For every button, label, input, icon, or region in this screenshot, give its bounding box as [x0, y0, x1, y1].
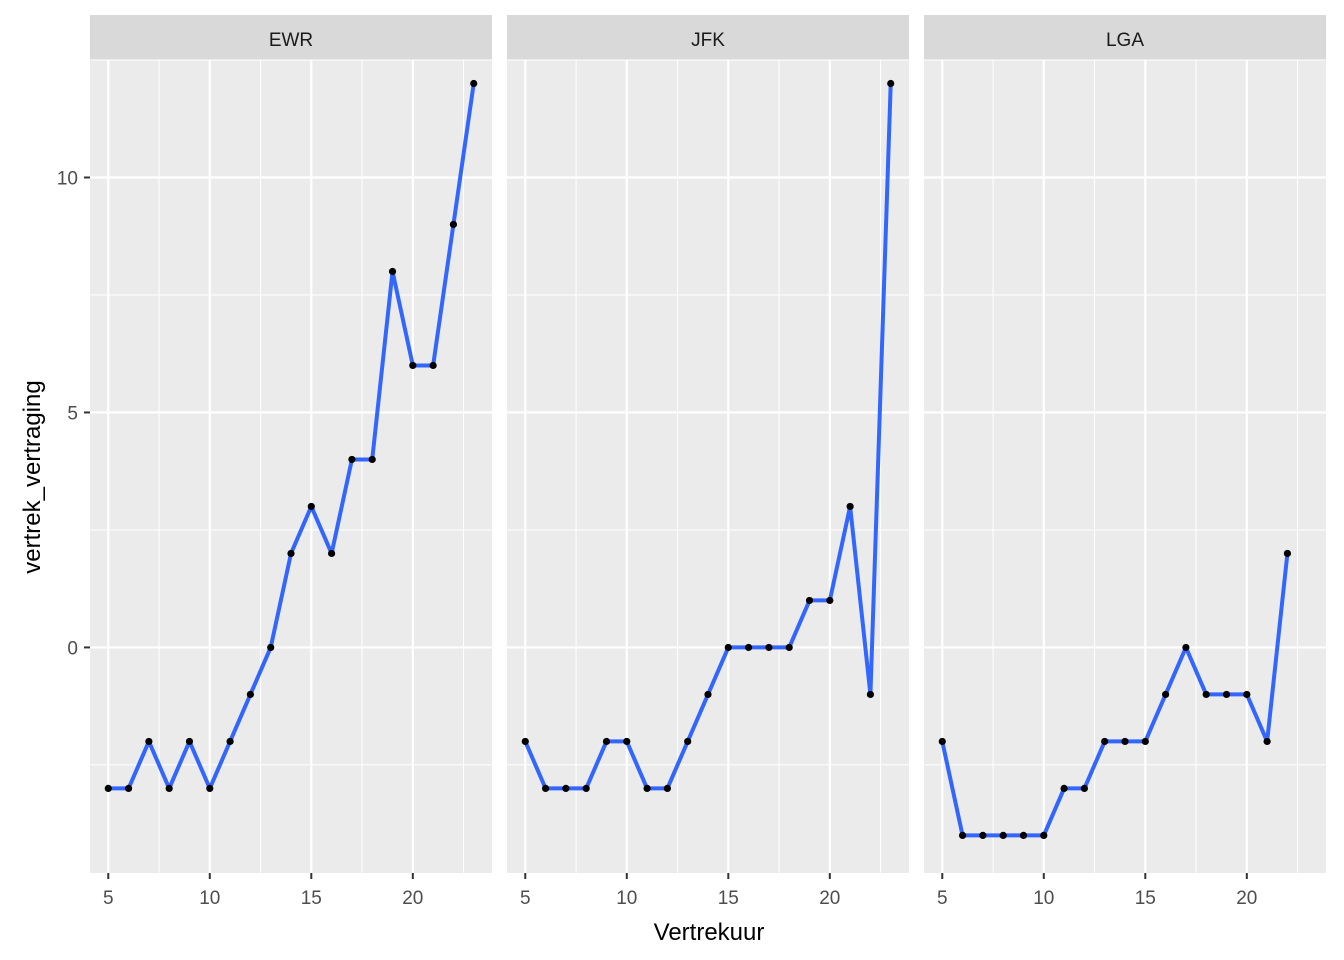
data-point	[1162, 690, 1170, 699]
data-point	[1222, 690, 1231, 699]
facet-strip-label: JFK	[691, 30, 725, 51]
panels-layer: EWR 5 10 15 20 JFK 5 10 15 20 LGA 5 10 15 20	[90, 15, 1326, 909]
facet-strip	[507, 15, 909, 60]
data-point	[226, 737, 234, 746]
x-tick-label: 15	[301, 888, 322, 909]
data-point	[643, 784, 651, 793]
data-point	[1141, 737, 1149, 746]
data-point	[388, 267, 397, 276]
data-point	[866, 690, 875, 699]
data-point	[785, 643, 793, 652]
data-point	[1060, 784, 1068, 793]
x-tick-label: 15	[1135, 888, 1156, 909]
y-axis-title: vertrek_vertraging	[19, 380, 46, 573]
x-tick-label: 20	[1236, 888, 1257, 909]
data-point	[724, 643, 732, 652]
data-point	[409, 361, 417, 370]
facet-strip	[90, 15, 492, 60]
data-point	[1040, 831, 1048, 840]
data-point	[1182, 643, 1190, 652]
data-point	[826, 596, 834, 605]
data-point	[1243, 690, 1251, 699]
data-point	[124, 784, 133, 793]
y-tick-label: 0	[67, 638, 78, 659]
data-point	[145, 737, 153, 746]
data-point	[165, 784, 173, 793]
facet-strip-label: EWR	[269, 30, 313, 51]
data-point	[602, 737, 611, 746]
data-point	[1101, 737, 1109, 746]
x-axis-title: Vertrekuur	[654, 919, 765, 946]
x-tick-label: 5	[103, 888, 114, 909]
data-point	[429, 361, 437, 370]
data-point	[449, 220, 458, 229]
x-tick-label: 10	[199, 888, 220, 909]
data-point	[887, 79, 895, 88]
data-point	[1283, 549, 1292, 558]
data-point	[684, 737, 692, 746]
data-point	[663, 784, 671, 793]
panel-background	[924, 60, 1326, 873]
x-tick-label: 20	[819, 888, 840, 909]
panel-lga: LGA 5 10 15 20	[924, 15, 1326, 909]
data-point	[623, 737, 631, 746]
data-point	[562, 784, 570, 793]
y-axis: 0 5 10	[57, 168, 90, 659]
data-point	[307, 502, 315, 511]
data-point	[1263, 737, 1271, 746]
x-tick-label: 5	[520, 888, 531, 909]
data-point	[348, 455, 356, 464]
data-point	[999, 831, 1007, 840]
data-point	[805, 596, 814, 605]
data-point	[267, 643, 275, 652]
data-point	[206, 784, 214, 793]
data-point	[287, 549, 295, 558]
data-point	[1202, 690, 1210, 699]
panel-ewr: EWR 5 10 15 20	[90, 15, 492, 909]
data-point	[765, 643, 773, 652]
data-point	[745, 643, 753, 652]
data-point	[1019, 831, 1028, 840]
data-point	[104, 784, 112, 793]
y-tick-label: 5	[67, 403, 78, 424]
y-tick-label: 10	[57, 168, 78, 189]
data-point	[1121, 737, 1129, 746]
facet-strip-label: LGA	[1106, 30, 1144, 51]
data-point	[958, 831, 967, 840]
facet-strip	[924, 15, 1326, 60]
data-point	[704, 690, 712, 699]
x-tick-label: 5	[937, 888, 948, 909]
data-point	[521, 737, 529, 746]
panel-background	[507, 60, 909, 873]
data-point	[979, 831, 987, 840]
data-point	[938, 737, 946, 746]
data-point	[1080, 784, 1088, 793]
data-point	[846, 502, 854, 511]
data-point	[246, 690, 254, 699]
x-tick-label: 15	[718, 888, 739, 909]
data-point	[368, 455, 376, 464]
data-point	[582, 784, 590, 793]
panel-jfk: JFK 5 10 15 20	[507, 15, 909, 909]
data-point	[541, 784, 550, 793]
x-tick-label: 10	[1033, 888, 1054, 909]
data-point	[185, 737, 194, 746]
x-tick-label: 20	[402, 888, 423, 909]
panel-background	[90, 60, 492, 873]
data-point	[470, 79, 478, 88]
data-point	[328, 549, 336, 558]
x-tick-label: 10	[616, 888, 637, 909]
